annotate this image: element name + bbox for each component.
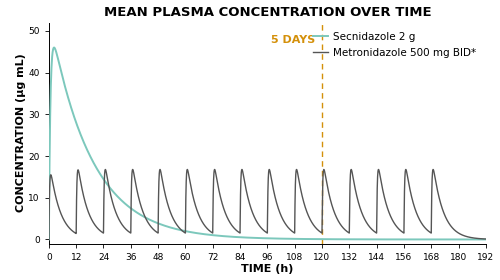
Y-axis label: CONCENTRATION (μg mL): CONCENTRATION (μg mL): [16, 54, 26, 213]
X-axis label: TIME (h): TIME (h): [241, 264, 294, 274]
Title: MEAN PLASMA CONCENTRATION OVER TIME: MEAN PLASMA CONCENTRATION OVER TIME: [104, 6, 431, 18]
Text: 5 DAYS: 5 DAYS: [271, 35, 315, 45]
Legend: Secnidazole 2 g, Metronidazole 500 mg BID*: Secnidazole 2 g, Metronidazole 500 mg BI…: [308, 28, 480, 62]
